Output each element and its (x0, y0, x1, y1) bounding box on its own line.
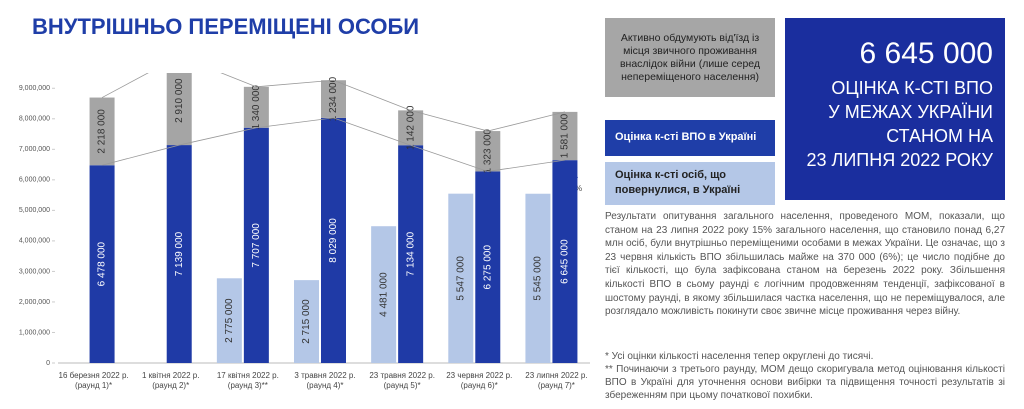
bar (475, 131, 501, 172)
chart-title: ВНУТРІШНЬО ПЕРЕМІЩЕНІ ОСОБИ (32, 14, 420, 39)
data-label: 1 142 000 (405, 105, 416, 150)
data-label: 6 478 000 (97, 241, 108, 286)
data-label: 1 581 000 (560, 113, 571, 158)
x-tick-label: 23 травня 2022 р. (раунд 5)* (369, 371, 435, 390)
bar (448, 193, 474, 363)
plot: 6 478 000 2 218 000 7 139 000 2 910 000 7 70… (89, 73, 578, 364)
x-tick-label: 17 квітня 2022 р. (раунд 3)** (216, 371, 279, 390)
bar (166, 73, 192, 146)
bar (552, 160, 578, 363)
x-tick-label: 1 квітня 2022 р. (раунд 2)* (141, 371, 200, 390)
data-label: 2 775 000 (224, 298, 235, 343)
legend-label: Оцінка к-сті осіб, що повернулися, в Укр… (615, 169, 741, 196)
y-tick-label: 1,000,000 (19, 329, 50, 336)
y-tick-label: 8,000,000 (19, 116, 50, 123)
y-tick-label: 0 (46, 360, 50, 367)
data-label: 2 218 000 (97, 109, 108, 154)
data-label: 5 545 000 (533, 256, 544, 301)
legend-item: Оцінка к-сті осіб, що повернулися, в Укр… (605, 162, 775, 205)
bar (371, 226, 397, 363)
data-label: 7 139 000 (174, 231, 185, 276)
y-tick-label: 6,000,000 (19, 177, 50, 184)
bar (398, 145, 424, 363)
highlight-label: ОЦІНКА К-СТІ ВПО У МЕЖАХ УКРАЇНИ СТАНОМ … (806, 78, 994, 170)
bar (243, 127, 269, 364)
bar (321, 80, 346, 118)
highlight-box: 6 645 000 ОЦІНКА К-СТІ ВПО У МЕЖАХ УКРАЇ… (785, 18, 1005, 200)
bar (398, 110, 424, 146)
data-label: 6 645 000 (560, 239, 571, 284)
y-tick-label: 7,000,000 (19, 146, 50, 153)
connector-line (101, 73, 566, 132)
bar (166, 145, 192, 363)
description: Результати опитування загального населен… (605, 211, 1005, 318)
x-tick-label: 16 березня 2022 р. (раунд 1)* (58, 371, 129, 390)
data-label: 4 481 000 (378, 272, 389, 317)
bar (552, 111, 578, 161)
legend-label: Оцінка к-сті ВПО в Україні (615, 131, 757, 143)
connector-line (101, 117, 565, 172)
footnote: ** Починаючи з третього раунду, МОМ дещо… (605, 364, 1005, 401)
bar (475, 171, 501, 363)
bar (243, 86, 269, 128)
y-tick-label: 3,000,000 (19, 268, 50, 275)
x-tick-label: 23 червня 2022 р. (раунд 6)* (446, 371, 513, 390)
bar (294, 280, 319, 363)
data-label: 2 910 000 (174, 78, 185, 123)
x-tick-label: 23 липня 2022 р. (раунд 7)* (525, 371, 588, 390)
footnotes: * Усі оцінки кількості населення тепер о… (605, 350, 1005, 402)
data-label: 8 029 000 (328, 218, 339, 263)
data-label: 2 715 000 (301, 299, 312, 344)
bar (89, 97, 115, 166)
highlight-value: 6 645 000 (859, 37, 993, 70)
x-tick-label: 3 травня 2022 р. (раунд 4)* (294, 371, 356, 390)
legend-label: Активно обдумують від'їзд із місця звичн… (619, 31, 761, 83)
y-tick-label: 2,000,000 (19, 299, 50, 306)
bar (216, 278, 242, 363)
data-label: 1 340 000 (251, 85, 262, 130)
data-label: 1 234 000 (328, 76, 339, 121)
bar (89, 165, 115, 363)
bar (321, 117, 346, 364)
footnote: * Усі оцінки кількості населення тепер о… (605, 351, 874, 362)
data-label: 5 547 000 (455, 256, 466, 301)
chart: +6% 01,000,0002,000,0003,000,0004,000,00… (19, 73, 590, 367)
y-tick-label: 4,000,000 (19, 238, 50, 245)
y-tick-label: 9,000,000 (19, 85, 50, 92)
data-label: 7 707 000 (251, 223, 262, 268)
data-label: 7 134 000 (405, 231, 416, 276)
legend-item: Активно обдумують від'їзд із місця звичн… (605, 18, 775, 97)
legend-item: Оцінка к-сті ВПО в Україні (605, 120, 775, 156)
data-label: 6 275 000 (482, 245, 493, 290)
y-tick-label: 5,000,000 (19, 207, 50, 214)
bar (525, 193, 551, 363)
data-label: 1 323 000 (482, 129, 493, 174)
